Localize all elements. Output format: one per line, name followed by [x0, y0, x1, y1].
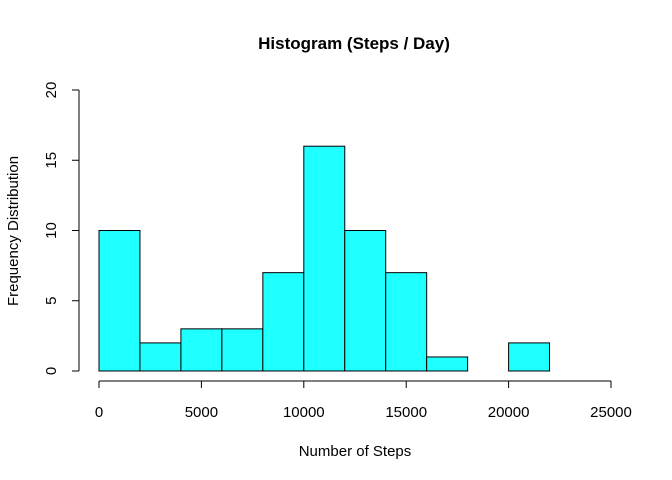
histogram-bar — [303, 145, 346, 372]
y-axis: 0 5 10 15 20 — [43, 82, 80, 375]
chart-title: Histogram (Steps / Day) — [258, 34, 450, 53]
y-tick-label: 20 — [43, 82, 60, 99]
x-axis-label: Number of Steps — [299, 443, 412, 460]
histogram-bar — [508, 342, 551, 372]
x-tick-label: 10000 — [283, 404, 325, 421]
y-tick-label: 5 — [43, 297, 60, 305]
x-tick-label: 25000 — [590, 404, 632, 421]
histogram-bar — [344, 230, 387, 372]
y-tick-label: 15 — [43, 152, 60, 169]
y-tick-label: 10 — [43, 222, 60, 239]
y-tick-label: 0 — [43, 367, 60, 375]
histogram-bar — [139, 342, 182, 372]
histogram-bar — [426, 356, 469, 372]
x-axis: 0 5000 10000 15000 20000 25000 — [95, 380, 632, 421]
histogram-bar — [98, 230, 141, 372]
x-tick-label: 0 — [95, 404, 103, 421]
bars-group — [98, 145, 551, 372]
histogram-bar — [385, 272, 428, 372]
x-tick-label: 5000 — [185, 404, 218, 421]
y-axis-label: Frequency Distribution — [5, 156, 22, 306]
histogram-bar — [180, 328, 223, 372]
histogram-bar — [221, 328, 264, 372]
x-tick-label: 20000 — [488, 404, 530, 421]
x-tick-label: 15000 — [385, 404, 427, 421]
histogram-bar — [262, 272, 305, 372]
